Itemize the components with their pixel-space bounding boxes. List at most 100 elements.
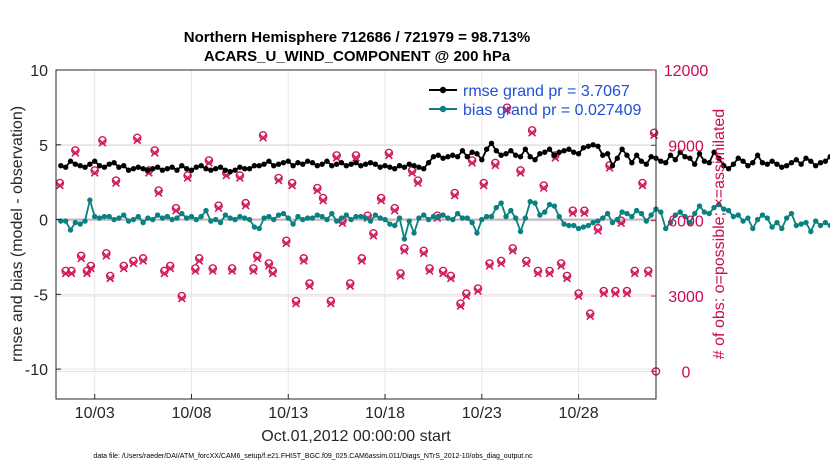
rmse-point-91 — [498, 152, 504, 158]
bias-point-78 — [435, 213, 441, 220]
obs_assimilated-stroke-b-67 — [456, 302, 465, 311]
rmse-point-154 — [803, 155, 809, 161]
obs_assimilated-stroke-b-91 — [599, 289, 608, 298]
bias-point-94 — [512, 215, 519, 221]
bias-point-8 — [96, 215, 103, 221]
rmse-point-27 — [188, 167, 195, 173]
obs_assimilated-point-62 — [425, 266, 434, 275]
rmse-point-48 — [290, 163, 296, 169]
bias-point-56 — [329, 210, 335, 217]
bias-point-31 — [208, 218, 214, 224]
obs_assimilated-point-17 — [150, 148, 159, 157]
obs_assimilated-point-95 — [623, 289, 631, 298]
bias-point-66 — [377, 215, 383, 221]
obs_assimilated-point-30 — [228, 266, 237, 275]
rmse-point-118 — [629, 160, 635, 166]
obs_assimilated-stroke-b-20 — [166, 264, 175, 273]
obs_assimilated-point-71 — [479, 181, 488, 190]
rmse-point-130 — [687, 155, 693, 161]
bias-point-28 — [193, 216, 200, 223]
rmse-point-131 — [692, 161, 698, 167]
obs_assimilated-stroke-b-10 — [106, 274, 115, 283]
rmse-point-155 — [808, 158, 814, 164]
rmse-point-16 — [135, 164, 141, 170]
rmse-point-66 — [377, 164, 383, 170]
bias-point-140 — [735, 212, 741, 218]
bias-point-88 — [483, 213, 490, 220]
bias-point-75 — [421, 212, 427, 218]
bias-point-113 — [604, 210, 611, 217]
legend: rmse grand pr = 3.7067 bias grand pr = 0… — [429, 83, 641, 119]
bias-point-57 — [333, 218, 340, 224]
obs_assimilated-point-98 — [644, 269, 653, 278]
obs_assimilated-point-1 — [61, 269, 70, 278]
rmse-point-99 — [537, 151, 543, 157]
obs_assimilated-point-6 — [86, 264, 95, 273]
bias-point-62 — [358, 213, 364, 220]
y-left-tick-label-3: -5 — [34, 287, 48, 304]
bias-point-34 — [222, 212, 229, 218]
rmse-point-59 — [343, 163, 350, 169]
obs_assimilated-point-49 — [346, 282, 355, 290]
bias-point-130 — [687, 219, 693, 226]
obs_assimilated-point-97 — [638, 181, 647, 190]
rmse-point-2 — [67, 158, 74, 164]
obs_assimilated-stroke-b-49 — [346, 282, 355, 290]
rmse-point-23 — [169, 164, 175, 170]
obs_assimilated-point-61 — [419, 249, 428, 258]
bias-point-68 — [387, 221, 393, 227]
bias-point-22 — [164, 213, 170, 220]
rmse-point-120 — [638, 158, 645, 164]
rmse-point-115 — [614, 155, 620, 161]
obs_assimilated-point-5 — [83, 269, 91, 278]
obs_assimilated-point-86 — [568, 209, 577, 218]
obs_assimilated-point-2 — [67, 269, 76, 278]
obs_assimilated-point-35 — [259, 133, 268, 142]
x-tick-label-4: 10/23 — [462, 405, 502, 422]
rmse-point-53 — [314, 163, 320, 169]
rmse-point-76 — [425, 160, 432, 166]
obs_assimilated-point-21 — [172, 206, 180, 215]
obs_assimilated-point-79 — [528, 128, 537, 137]
obs_assimilated-point-25 — [195, 256, 204, 265]
legend-bias-label: bias grand pr = 0.027409 — [463, 102, 641, 119]
rmse-point-156 — [812, 163, 819, 169]
bias-point-84 — [464, 215, 470, 221]
obs_assimilated-point-8 — [98, 138, 107, 147]
bias-point-9 — [101, 213, 108, 220]
rmse-point-5 — [82, 164, 88, 170]
obs_assimilated-point-51 — [357, 256, 366, 265]
bias-point-13 — [121, 212, 127, 218]
obs-layer — [55, 103, 661, 376]
rmse-point-133 — [701, 158, 708, 164]
bias-point-101 — [546, 201, 553, 208]
legend-item-bias: bias grand pr = 0.027409 — [429, 102, 641, 119]
obs_assimilated-point-24 — [191, 266, 200, 275]
bias-point-19 — [150, 216, 156, 223]
obs_assimilated-stroke-b-69 — [468, 158, 477, 167]
obs_assimilated-stroke-b-13 — [129, 259, 138, 268]
obs_assimilated-stroke-b-34 — [253, 254, 262, 263]
obs_assimilated-stroke-b-46 — [326, 299, 335, 308]
obs_assimilated-stroke-b-86 — [568, 209, 577, 218]
bias-point-3 — [72, 219, 79, 226]
obs_assimilated-stroke-b-47 — [332, 153, 341, 162]
obs_assimilated-point-31 — [235, 174, 244, 182]
obs_assimilated-stroke-b-25 — [195, 256, 204, 265]
y-right-tick-label-0: 12000 — [664, 63, 709, 80]
obs_assimilated-point-43 — [305, 282, 314, 290]
bias-point-111 — [595, 218, 601, 224]
bias-point-67 — [382, 216, 388, 223]
bias-point-92 — [503, 213, 509, 220]
rmse-series — [58, 140, 830, 175]
rmse-point-52 — [309, 160, 316, 166]
obs_assimilated-stroke-b-23 — [183, 174, 192, 182]
obs_assimilated-stroke-b-32 — [241, 201, 250, 210]
rmse-point-21 — [159, 167, 166, 173]
obs_assimilated-stroke-b-22 — [177, 294, 186, 303]
legend-bias-marker — [439, 105, 447, 113]
rmse-point-89 — [488, 140, 495, 146]
bias-point-48 — [290, 221, 296, 227]
obs_assimilated-point-93 — [611, 289, 620, 298]
obs_assimilated-point-58 — [400, 246, 409, 255]
